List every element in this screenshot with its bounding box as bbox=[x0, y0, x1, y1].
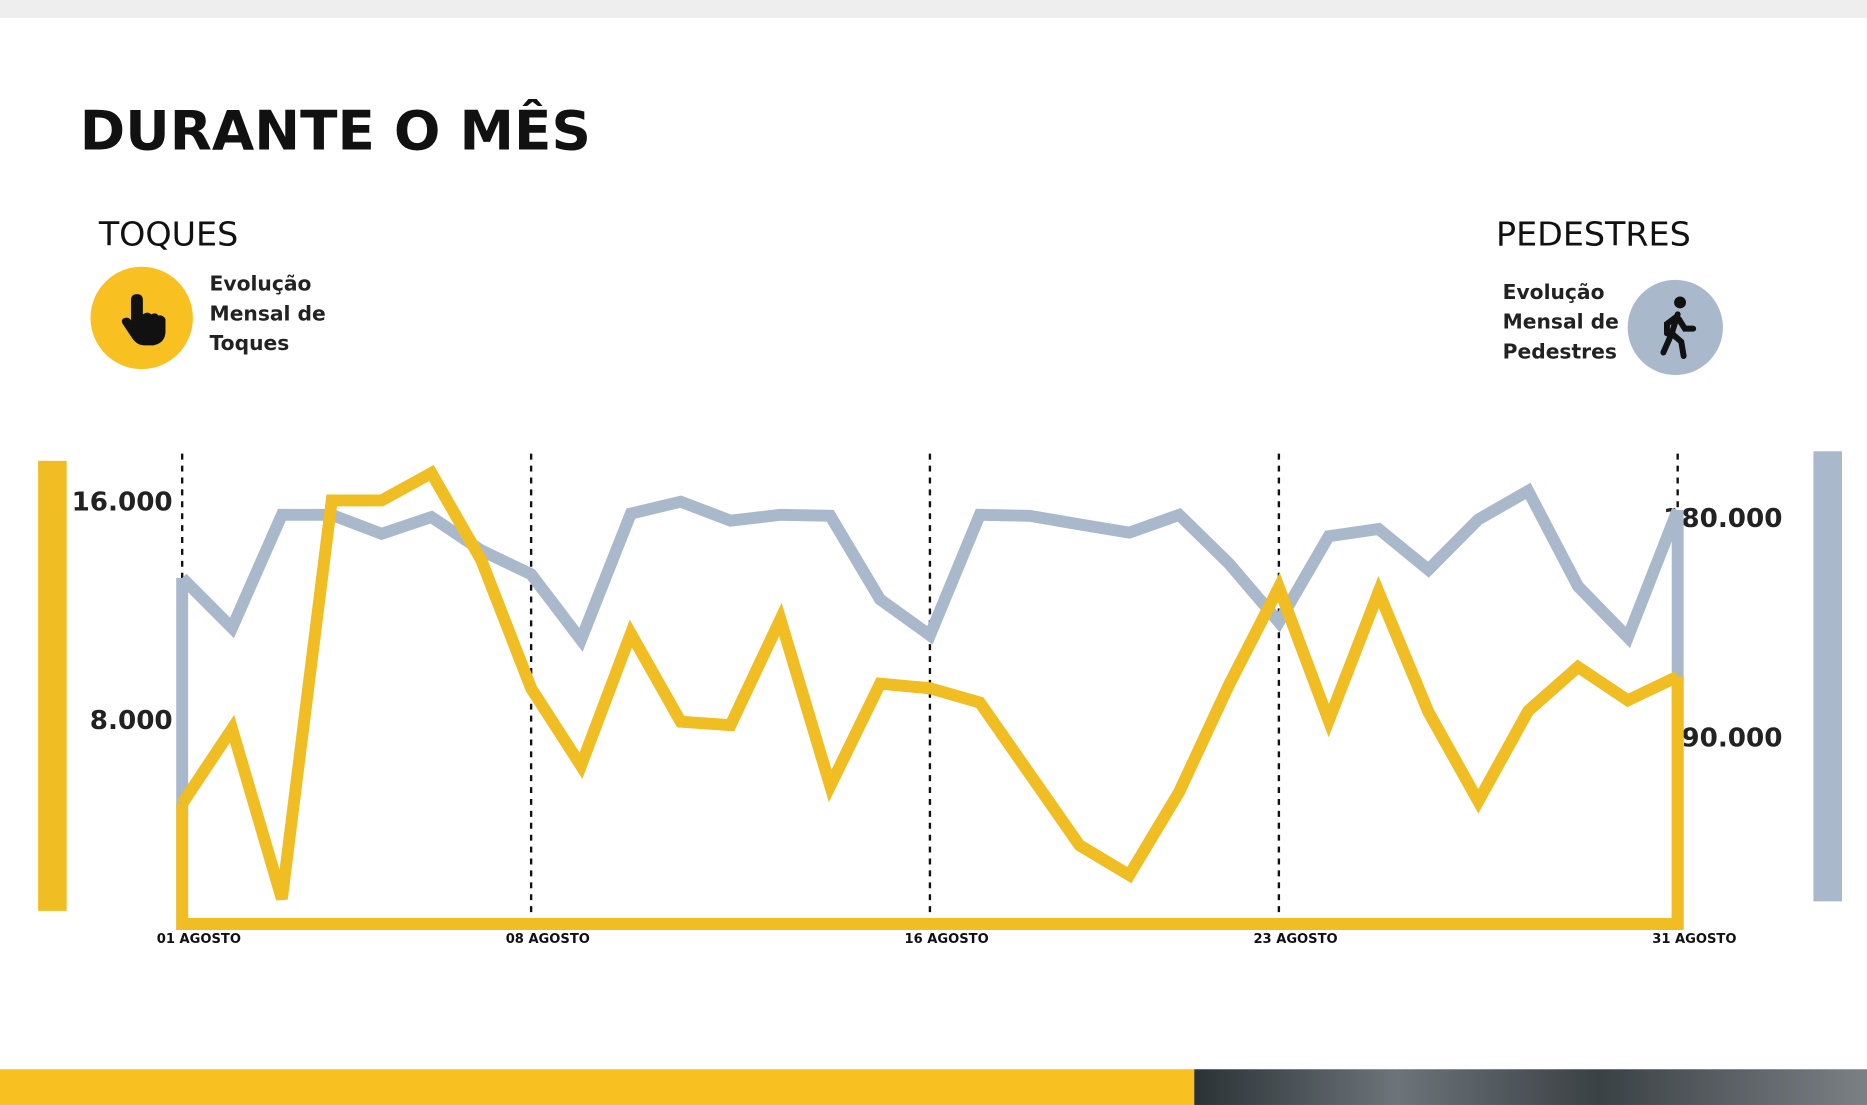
series-line bbox=[177, 465, 1681, 901]
right-axis-bar bbox=[1813, 451, 1842, 902]
footer-band bbox=[0, 1069, 1195, 1105]
x-tick-label: 08 AGOSTO bbox=[506, 932, 590, 947]
y2-tick-label: 90.000 bbox=[1681, 723, 1782, 753]
legend-title: PEDESTRES bbox=[1496, 214, 1691, 253]
legend-description-text: Evolução Mensal de Pedestres bbox=[1502, 281, 1619, 365]
x-tick-label: 01 AGOSTO bbox=[157, 932, 241, 947]
legend-description-text: Evolução Mensal de Toques bbox=[209, 272, 326, 357]
legend-description: Evolução Mensal de Pedestres bbox=[1502, 281, 1619, 365]
series-line bbox=[177, 482, 1684, 652]
y-tick-label: 16.000 bbox=[72, 487, 173, 517]
y-tick-label: 8.000 bbox=[90, 706, 173, 736]
x-tick-label: 16 AGOSTO bbox=[905, 932, 989, 947]
x-tick-label: 31 AGOSTO bbox=[1652, 932, 1736, 947]
top-strip bbox=[0, 0, 1867, 18]
chart-title: DURANTE O MÊS bbox=[80, 98, 591, 163]
footer-photo bbox=[1194, 1069, 1867, 1105]
legend-title: TOQUES bbox=[98, 214, 238, 253]
series-frame bbox=[176, 676, 1684, 930]
left-axis-bar bbox=[38, 460, 67, 911]
walker-icon bbox=[1660, 296, 1697, 360]
legend-description: Evolução Mensal de Toques bbox=[209, 272, 326, 357]
x-tick-label: 23 AGOSTO bbox=[1253, 932, 1337, 947]
hand-icon bbox=[121, 294, 166, 346]
